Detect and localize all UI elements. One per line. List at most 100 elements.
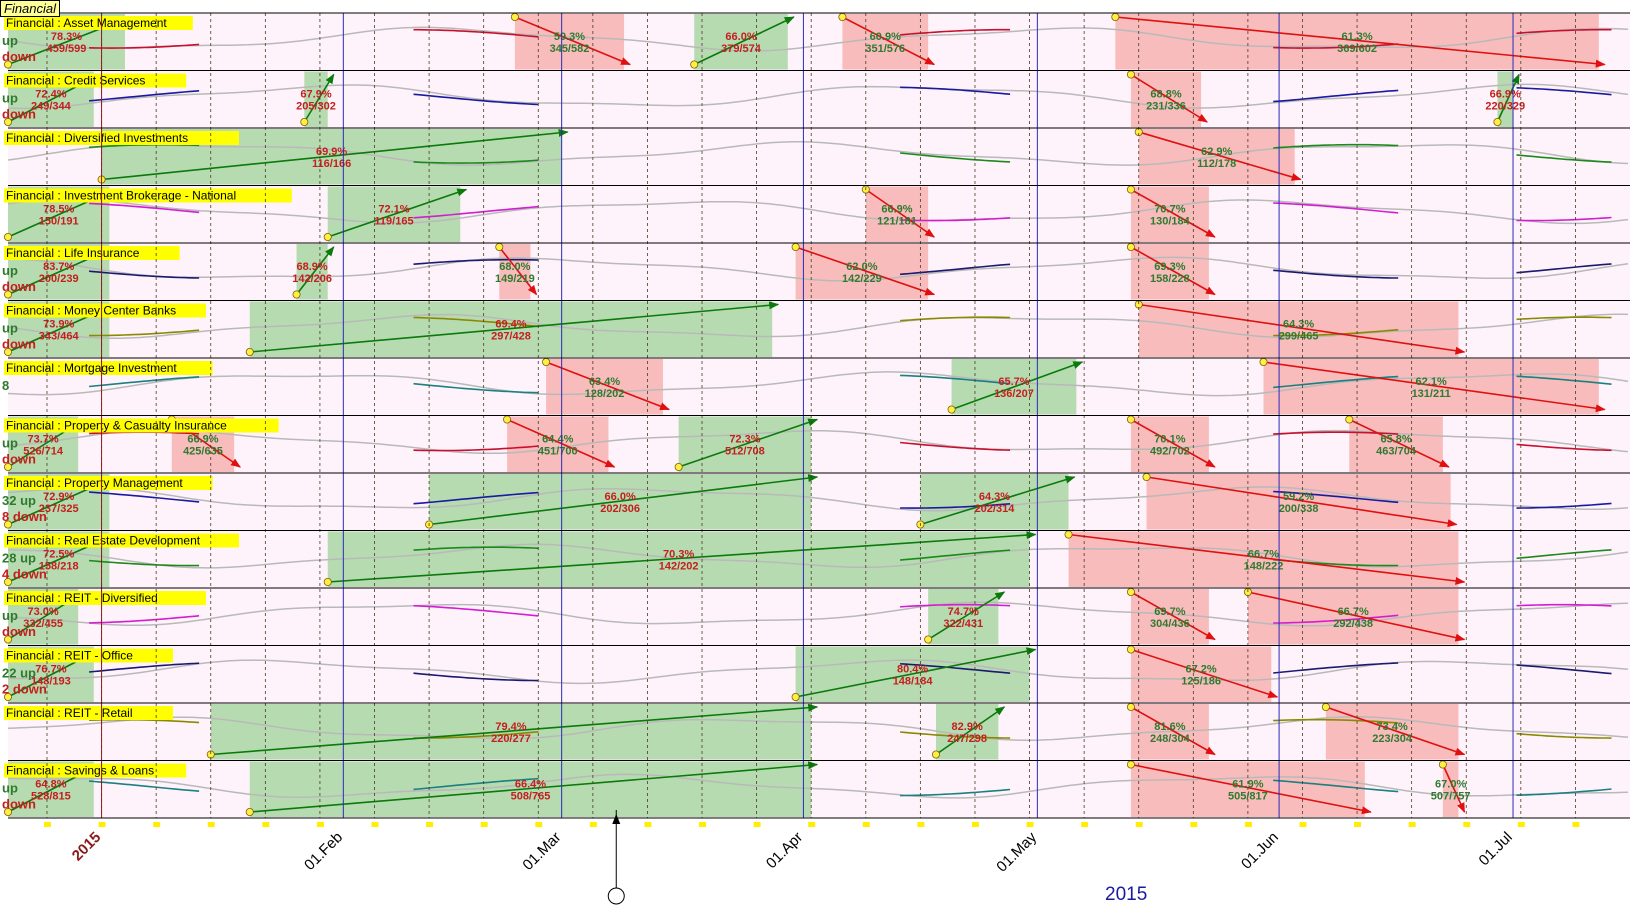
zone-pct-9-2: 66.0% [605, 491, 636, 503]
start-point-9-1 [4, 520, 12, 529]
zone-13-2 [935, 704, 999, 760]
zone-pct-2-2: 67.9% [300, 89, 331, 101]
zone-pct-5-5: 69.3% [1154, 261, 1185, 273]
zone-14-4 [1442, 761, 1459, 817]
zone-5-4 [795, 244, 929, 300]
zone-pct-4-1: 78.5% [43, 204, 74, 216]
zone-pct-9-4: 59.2% [1283, 491, 1314, 503]
band-label-bg-1 [4, 16, 193, 30]
zone-pct-13-3: 81.6% [1154, 721, 1185, 733]
current-curve-3-2 [413, 159, 539, 164]
band-legend-7-1: 8 [2, 378, 9, 393]
zone-ratio-8-1: 526/714 [23, 446, 64, 458]
arrow-3-1 [101, 128, 569, 181]
start-point-9-4 [1142, 472, 1151, 481]
current-curve-5-5 [1516, 263, 1612, 274]
zone-ratio-10-3: 148/222 [1244, 561, 1284, 573]
arrow-11-2 [927, 591, 1006, 641]
week-marker-20 [1081, 822, 1089, 827]
zone-ratio-1-2: 345/582 [550, 43, 590, 55]
start-point-5-4 [791, 242, 800, 251]
current-curve-2-4 [1273, 89, 1399, 103]
start-point-8-5 [1126, 415, 1135, 424]
zone-8-6 [1349, 416, 1443, 472]
zone-8-3 [507, 416, 609, 472]
band-legend-2-1: up [2, 91, 18, 106]
arrow-7-3 [1263, 361, 1606, 413]
arrow-13-3 [1130, 706, 1216, 756]
zone-ratio-5-5: 158/228 [1150, 273, 1190, 285]
current-curve-11-1 [89, 615, 200, 624]
week-marker-10 [535, 822, 543, 827]
zone-pct-10-1: 72.5% [43, 549, 74, 561]
zone-pct-1-2: 59.3% [554, 31, 585, 43]
arrow-4-4 [1130, 188, 1216, 238]
week-marker-14 [753, 822, 761, 827]
band-4: 78.5%150/191 72.1%119/165 66.9%121/181 70.7… [4, 185, 1629, 242]
arrow-1-3 [693, 16, 795, 66]
zone-1-5 [1115, 14, 1599, 70]
band-legend-8-2: down [2, 452, 36, 467]
arrow-9-4 [1146, 476, 1458, 528]
start-point-11-2 [924, 635, 933, 644]
zone-ratio-11-2: 322/431 [943, 618, 983, 630]
start-point-10-3 [1064, 530, 1073, 539]
arrow-1-4 [842, 16, 936, 66]
arrow-10-3 [1068, 533, 1466, 585]
zone-pct-7-1: 63.4% [589, 376, 620, 388]
zone-pct-12-3: 67.2% [1186, 664, 1217, 676]
band-legend-2-2: down [2, 107, 36, 122]
week-marker-26 [1408, 822, 1416, 827]
start-point-11-1 [4, 635, 12, 644]
band-5: 83.7%200/239 68.9%142/206 68.0%149/219 62.0… [4, 242, 1629, 300]
zone-6-3 [1138, 301, 1459, 357]
zone-1-4 [842, 14, 929, 70]
zone-pct-6-3: 64.3% [1283, 319, 1314, 331]
x-tick-label-5: 01.May [993, 828, 1040, 875]
arrow-9-2 [428, 474, 819, 526]
arrow-12-3 [1130, 648, 1279, 699]
band-legend-8-1: up [2, 436, 18, 451]
zone-ratio-5-1: 200/239 [39, 273, 79, 285]
week-marker-6 [316, 822, 324, 827]
zone-ratio-12-1: 148/193 [31, 676, 71, 688]
current-curve-9-4 [1273, 490, 1399, 504]
current-curve-10-5 [1516, 549, 1612, 560]
zone-13-4 [1325, 704, 1459, 760]
current-curve-14-5 [1516, 788, 1612, 796]
cursor-handle [607, 887, 625, 905]
week-marker-22 [1190, 822, 1198, 827]
zone-pct-8-5: 70.1% [1154, 434, 1185, 446]
current-curve-4-1 [89, 202, 200, 214]
week-marker-1 [43, 822, 51, 827]
zone-pct-8-4: 72.3% [729, 434, 760, 446]
week-marker-16 [862, 822, 870, 827]
current-curve-4-3 [900, 217, 1011, 222]
week-marker-29 [1572, 822, 1580, 827]
band-legend-14-1: up [2, 781, 18, 796]
zone-ratio-2-2: 205/302 [296, 101, 336, 113]
band-legend-9-1: 32 up [2, 493, 36, 508]
zone-pct-1-4: 60.9% [870, 31, 901, 43]
current-curve-5-3 [900, 263, 1011, 276]
arrow-13-4 [1325, 706, 1466, 756]
band-legend-6-2: down [2, 337, 36, 352]
zone-pct-8-6: 65.8% [1380, 434, 1411, 446]
current-curve-6-3 [900, 316, 1011, 322]
zone-pct-7-3: 62.1% [1416, 376, 1447, 388]
zone-ratio-9-1: 237/325 [39, 503, 79, 515]
arrow-10-2 [327, 531, 1037, 583]
seasonal-curve-14 [7, 773, 1629, 799]
current-curve-2-1 [89, 90, 200, 102]
start-point-2-1 [4, 118, 12, 127]
zone-1-2 [514, 14, 625, 70]
current-curve-8-2 [413, 445, 539, 452]
band-label-7: Financial : Mortgage Investment [6, 361, 177, 375]
week-marker-27 [1463, 822, 1471, 827]
zone-pct-6-1: 73.9% [43, 319, 74, 331]
week-marker-21 [1135, 822, 1143, 827]
zone-pct-2-3: 68.8% [1150, 89, 1181, 101]
band-label-8: Financial : Property & Casualty Insuranc… [6, 419, 227, 433]
zone-ratio-14-2: 508/765 [511, 791, 551, 803]
